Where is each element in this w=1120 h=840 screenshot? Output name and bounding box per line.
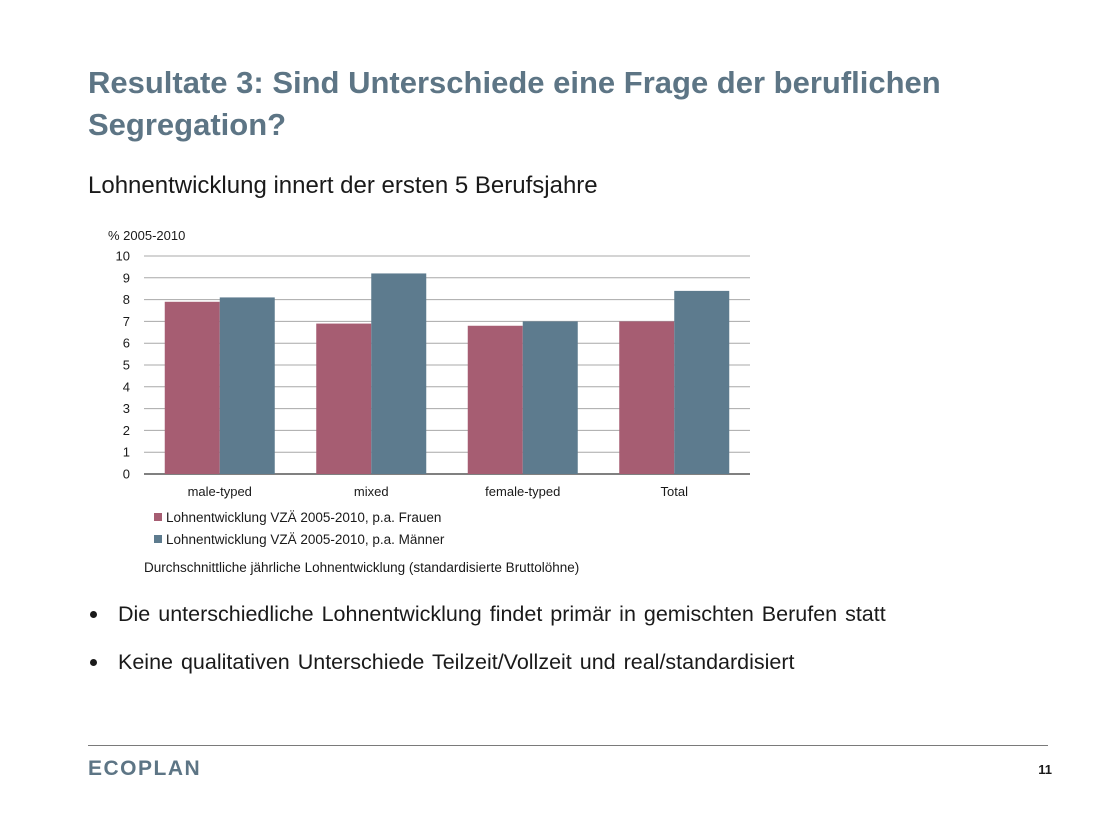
x-tick-label: Total	[661, 484, 689, 499]
bullet-text: Keine qualitativen Unterschiede Teilzeit…	[118, 650, 795, 674]
bar-frauen	[316, 323, 372, 474]
slide-title: Resultate 3: Sind Unterschiede eine Frag…	[88, 65, 941, 142]
y-unit-label: % 2005-2010	[108, 228, 185, 243]
x-tick-label: mixed	[354, 484, 389, 499]
legend-swatch	[154, 513, 162, 521]
y-tick-label: 2	[123, 423, 130, 438]
bar-frauen	[467, 325, 523, 474]
bar-chart: % 2005-2010 0 1 2 3 4 5 6 7 8 9 10 male-typed mixed…	[98, 224, 762, 578]
y-tick-label: 3	[123, 401, 130, 416]
y-tick-label: 6	[123, 336, 130, 351]
bar-maenner	[522, 321, 578, 474]
legend-label: Lohnentwicklung VZÄ 2005-2010, p.a. Frau…	[166, 510, 441, 525]
x-tick-label: female-typed	[485, 484, 560, 499]
bullet-text: Die unterschiedliche Lohnentwicklung fin…	[118, 602, 886, 626]
bullet-dot-icon	[90, 611, 97, 618]
y-tick-label: 5	[123, 358, 130, 373]
chart-svg: % 2005-2010 0 1 2 3 4 5 6 7 8 9 10 male-typed mixed…	[108, 228, 750, 575]
y-tick-label: 10	[116, 249, 130, 264]
y-tick-label: 0	[123, 467, 130, 482]
y-tick-label: 7	[123, 314, 130, 329]
legend-swatch	[154, 535, 162, 543]
bullet-list: Die unterschiedliche Lohnentwicklung fin…	[88, 596, 1068, 692]
footer-divider	[88, 745, 1048, 746]
bar-frauen	[164, 301, 220, 474]
chart-heading: Lohnentwicklung innert der ersten 5 Beru…	[88, 172, 598, 199]
brand-logo: ECOPLAN	[88, 757, 202, 780]
x-tick-label: male-typed	[188, 484, 252, 499]
bullet-item: Keine qualitativen Unterschiede Teilzeit…	[88, 644, 1068, 680]
bar-maenner	[674, 290, 730, 474]
page-number: 11	[1038, 762, 1052, 777]
y-tick-label: 4	[123, 379, 130, 394]
bullet-item: Die unterschiedliche Lohnentwicklung fin…	[88, 596, 1068, 632]
chart-caption: Durchschnittliche jährliche Lohnentwickl…	[144, 560, 579, 575]
bar-maenner	[371, 273, 427, 474]
bar-frauen	[619, 321, 675, 474]
y-tick-label: 1	[123, 445, 130, 460]
y-tick-label: 9	[123, 270, 130, 285]
bar-maenner	[219, 297, 275, 474]
y-tick-label: 8	[123, 292, 130, 307]
bullet-dot-icon	[90, 659, 97, 666]
legend-label: Lohnentwicklung VZÄ 2005-2010, p.a. Männ…	[166, 532, 445, 547]
